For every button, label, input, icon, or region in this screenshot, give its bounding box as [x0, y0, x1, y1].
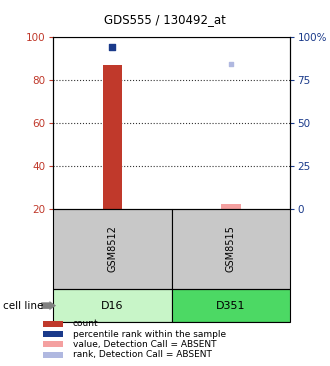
Text: D351: D351 [216, 300, 246, 311]
Text: GSM8515: GSM8515 [226, 225, 236, 272]
Bar [221, 204, 241, 209]
Text: percentile rank within the sample: percentile rank within the sample [73, 330, 226, 339]
Text: cell line: cell line [3, 300, 44, 311]
Point [228, 61, 234, 67]
Text: GDS555 / 130492_at: GDS555 / 130492_at [104, 13, 226, 26]
Bar [53, 289, 172, 322]
Bar [172, 209, 290, 289]
Text: rank, Detection Call = ABSENT: rank, Detection Call = ABSENT [73, 350, 212, 359]
Text: GSM8512: GSM8512 [107, 225, 117, 272]
Text: D16: D16 [101, 300, 123, 311]
Bar [103, 64, 122, 209]
Text: value, Detection Call = ABSENT: value, Detection Call = ABSENT [73, 340, 216, 349]
Bar [172, 289, 290, 322]
Point [110, 44, 115, 50]
Text: count: count [73, 320, 98, 328]
Bar [53, 209, 172, 289]
